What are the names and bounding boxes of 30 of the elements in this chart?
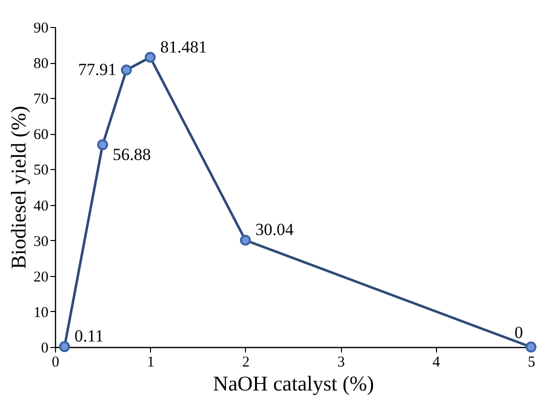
y-tick-label: 10 bbox=[34, 304, 48, 321]
point bbox=[240, 234, 251, 246]
y-tick-label: 20 bbox=[34, 269, 48, 286]
y-tick-label: 90 bbox=[34, 20, 48, 36]
point bbox=[59, 341, 70, 352]
y-tick-label: 80 bbox=[34, 56, 48, 72]
x-tick-label: 1 bbox=[146, 354, 154, 370]
x-tick-label: 5 bbox=[528, 354, 536, 370]
y-tick-label: 50 bbox=[34, 162, 48, 179]
point bbox=[526, 342, 536, 352]
y-tick-label: 40 bbox=[34, 198, 48, 214]
y-tick-label: 0 bbox=[41, 340, 48, 356]
x-tick-label: 0 bbox=[52, 354, 60, 370]
y-tick-label: 30 bbox=[34, 234, 48, 250]
x-axis-title: NaOH catalyst (%) bbox=[213, 372, 374, 396]
point bbox=[144, 52, 156, 63]
point bbox=[97, 139, 108, 150]
point bbox=[120, 64, 132, 76]
x-tick-label: 2 bbox=[242, 354, 250, 370]
data-label: 0 bbox=[514, 323, 523, 342]
y-tick-label: 70 bbox=[34, 92, 48, 108]
x-tick-label: 3 bbox=[337, 354, 345, 370]
data-label: 56.88 bbox=[112, 144, 151, 164]
x-tick-label: 4 bbox=[432, 354, 441, 370]
y-axis-title: Biodiesel yield (%) bbox=[6, 106, 30, 270]
data-label: 30.04 bbox=[255, 220, 294, 240]
data-label: 77.91 bbox=[78, 60, 116, 79]
data-label: 0.11 bbox=[74, 326, 104, 346]
data-label: 81.481 bbox=[160, 37, 207, 56]
y-tick-label: 60 bbox=[34, 127, 48, 144]
